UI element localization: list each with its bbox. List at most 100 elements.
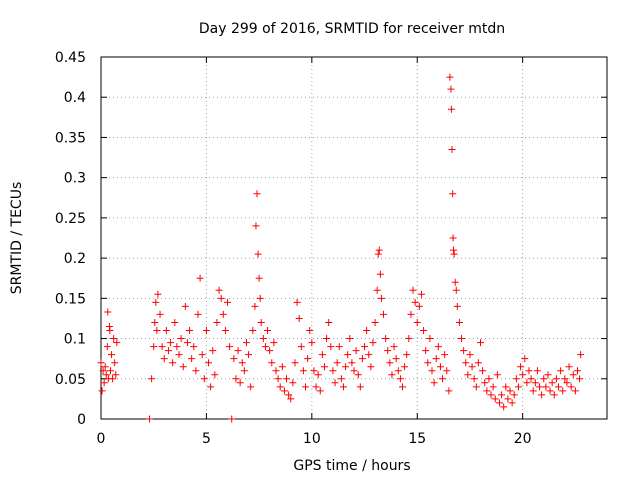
data-point <box>111 359 119 367</box>
data-point <box>344 351 352 359</box>
data-point <box>252 222 260 230</box>
data-point <box>200 375 208 383</box>
data-point <box>100 379 108 387</box>
data-point <box>106 327 114 335</box>
data-point <box>446 73 454 81</box>
chart-title: Day 299 of 2016, SRMTID for receiver mtd… <box>199 21 505 37</box>
data-point <box>373 286 381 294</box>
data-point <box>320 363 328 371</box>
data-point <box>209 347 217 355</box>
y-tick-label: 0.3 <box>64 171 86 187</box>
data-point <box>145 415 153 423</box>
data-point <box>489 383 497 391</box>
data-point <box>396 375 404 383</box>
data-point <box>297 343 305 351</box>
x-tick-label: 5 <box>202 431 211 447</box>
data-point <box>293 298 301 306</box>
data-point <box>228 415 236 423</box>
data-point <box>448 146 456 154</box>
data-point <box>109 375 117 383</box>
x-tick-label: 0 <box>97 431 106 447</box>
data-point <box>417 290 425 298</box>
axis-ticks: 0 0.05 0.1 0.15 0.2 0.25 0.3 0.35 0.4 0.45 0 5 10 15 2… <box>55 50 607 447</box>
data-point <box>462 359 470 367</box>
data-point <box>452 286 460 294</box>
grid <box>101 57 607 419</box>
data-point <box>150 343 158 351</box>
data-point <box>183 339 191 347</box>
data-point <box>234 347 242 355</box>
data-point <box>384 347 392 355</box>
data-point <box>325 318 333 326</box>
data-point <box>398 383 406 391</box>
data-point <box>304 355 312 363</box>
data-point <box>557 367 565 375</box>
data-point <box>375 246 383 254</box>
data-point <box>508 399 516 407</box>
data-point <box>112 371 120 379</box>
data-point <box>363 327 371 335</box>
data-point <box>188 355 196 363</box>
data-point <box>455 318 463 326</box>
data-point <box>571 387 579 395</box>
data-point <box>502 383 510 391</box>
data-point <box>411 298 419 306</box>
data-point <box>439 375 447 383</box>
data-point <box>424 359 432 367</box>
data-point <box>224 298 231 306</box>
data-point <box>299 367 307 375</box>
data-point <box>401 363 409 371</box>
data-point <box>352 347 360 355</box>
y-tick-label: 0.25 <box>55 211 86 227</box>
plot-frame <box>100 56 608 420</box>
data-point <box>552 375 560 383</box>
data-point <box>261 343 269 351</box>
data-point <box>563 379 571 387</box>
data-point <box>106 367 114 375</box>
data-point <box>500 403 508 411</box>
data-point <box>441 351 449 359</box>
data-point <box>525 367 533 375</box>
data-point <box>458 335 466 343</box>
data-point <box>236 379 244 387</box>
y-tick-label: 0.4 <box>64 90 86 106</box>
data-point <box>430 379 438 387</box>
data-point <box>219 310 227 318</box>
x-tick-label: 10 <box>303 431 321 447</box>
data-point <box>153 327 161 335</box>
data-point <box>390 343 398 351</box>
data-point <box>278 363 286 371</box>
data-point <box>365 351 373 359</box>
data-point <box>514 383 522 391</box>
data-point <box>386 359 394 367</box>
data-point <box>207 383 215 391</box>
data-point <box>97 359 105 367</box>
data-point <box>445 387 453 395</box>
data-point <box>158 343 166 351</box>
data-point <box>405 335 413 343</box>
data-point <box>240 367 248 375</box>
data-point <box>567 383 575 391</box>
data-point <box>102 371 110 379</box>
data-point <box>242 339 250 347</box>
data-point <box>544 371 552 379</box>
data-point <box>540 375 548 383</box>
data-point <box>268 359 276 367</box>
x-axis-title: GPS time / hours <box>293 458 410 474</box>
data-point <box>331 379 339 387</box>
data-point <box>477 339 484 347</box>
data-point <box>175 351 183 359</box>
data-point <box>356 383 364 391</box>
data-point <box>230 355 238 363</box>
data-point <box>103 343 111 351</box>
y-tick-label: 0.1 <box>64 332 86 348</box>
data-point <box>394 367 402 375</box>
data-point <box>287 395 295 403</box>
data-point <box>555 383 563 391</box>
data-point <box>276 383 284 391</box>
data-point <box>259 335 267 343</box>
data-point <box>436 363 444 371</box>
data-point <box>468 363 476 371</box>
data-point <box>179 363 187 371</box>
data-point <box>413 318 421 326</box>
